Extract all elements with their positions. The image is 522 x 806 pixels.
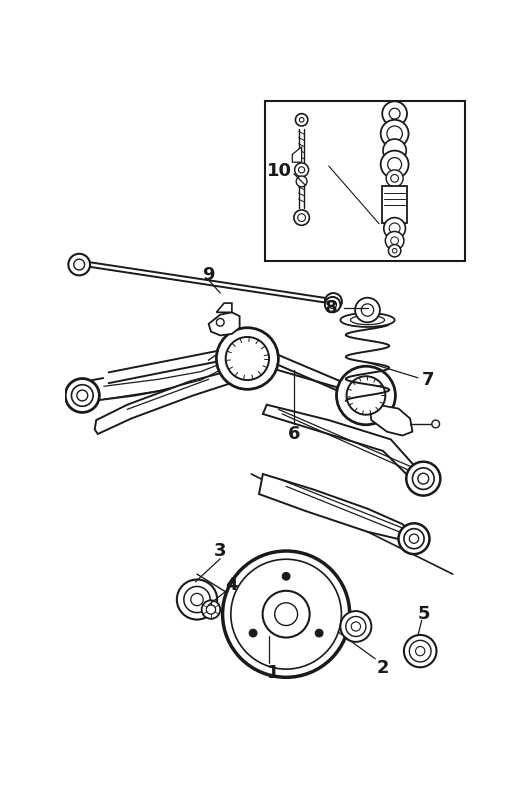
Circle shape	[404, 635, 436, 667]
Circle shape	[77, 390, 88, 401]
Text: 4: 4	[226, 576, 238, 594]
Text: 5: 5	[418, 605, 430, 623]
Circle shape	[275, 603, 298, 625]
Bar	[265, 101, 465, 260]
Text: 1: 1	[267, 663, 279, 682]
Polygon shape	[259, 474, 414, 542]
Text: 8: 8	[325, 299, 337, 317]
Circle shape	[384, 218, 406, 239]
Circle shape	[298, 214, 305, 222]
Circle shape	[231, 559, 341, 669]
Circle shape	[191, 593, 203, 605]
Circle shape	[416, 646, 425, 656]
Circle shape	[325, 297, 340, 312]
Circle shape	[263, 591, 310, 638]
Circle shape	[299, 167, 305, 173]
Bar	[382, 186, 407, 223]
Circle shape	[383, 139, 406, 162]
Circle shape	[294, 210, 310, 226]
Circle shape	[398, 523, 430, 554]
Circle shape	[388, 157, 401, 172]
Circle shape	[393, 248, 397, 253]
Circle shape	[329, 297, 337, 305]
Circle shape	[382, 102, 407, 126]
Circle shape	[340, 611, 371, 642]
Circle shape	[249, 629, 257, 637]
Circle shape	[385, 231, 404, 250]
Circle shape	[355, 297, 380, 322]
Circle shape	[361, 304, 374, 316]
Circle shape	[226, 337, 269, 380]
Circle shape	[177, 580, 217, 620]
Circle shape	[412, 467, 434, 489]
Circle shape	[337, 366, 395, 425]
Ellipse shape	[340, 313, 395, 327]
Circle shape	[184, 587, 210, 613]
Circle shape	[418, 473, 429, 484]
Circle shape	[387, 126, 402, 141]
Text: 2: 2	[377, 659, 389, 677]
Circle shape	[409, 534, 419, 543]
Polygon shape	[82, 356, 232, 405]
Circle shape	[381, 120, 409, 147]
Circle shape	[282, 572, 290, 580]
Polygon shape	[292, 147, 302, 162]
Circle shape	[295, 114, 308, 126]
Circle shape	[65, 379, 99, 413]
Circle shape	[206, 605, 216, 614]
Polygon shape	[209, 312, 240, 335]
Circle shape	[68, 254, 90, 276]
Circle shape	[201, 600, 220, 619]
Circle shape	[386, 170, 403, 187]
Circle shape	[217, 318, 224, 326]
Circle shape	[346, 617, 366, 637]
Text: 3: 3	[214, 542, 227, 560]
Text: 9: 9	[203, 266, 215, 285]
Circle shape	[391, 237, 398, 244]
Circle shape	[329, 301, 337, 309]
Circle shape	[347, 376, 385, 415]
Circle shape	[404, 529, 424, 549]
Text: 10: 10	[267, 162, 292, 180]
Circle shape	[388, 244, 401, 257]
Circle shape	[217, 328, 278, 389]
Polygon shape	[94, 370, 236, 434]
Circle shape	[409, 640, 431, 662]
Ellipse shape	[350, 315, 385, 325]
Circle shape	[222, 551, 350, 677]
Circle shape	[391, 174, 398, 182]
Circle shape	[381, 151, 409, 178]
Polygon shape	[369, 403, 412, 435]
Circle shape	[299, 118, 304, 123]
Polygon shape	[217, 303, 232, 312]
Polygon shape	[263, 405, 422, 482]
Circle shape	[294, 163, 309, 177]
Circle shape	[315, 629, 323, 637]
Circle shape	[351, 622, 361, 631]
Circle shape	[72, 384, 93, 406]
Circle shape	[432, 420, 440, 428]
Circle shape	[389, 223, 400, 234]
Text: 6: 6	[288, 425, 300, 443]
Circle shape	[296, 176, 307, 187]
Circle shape	[406, 462, 441, 496]
Circle shape	[325, 293, 342, 310]
Circle shape	[74, 260, 85, 270]
Text: 7: 7	[422, 371, 434, 389]
Circle shape	[389, 108, 400, 119]
